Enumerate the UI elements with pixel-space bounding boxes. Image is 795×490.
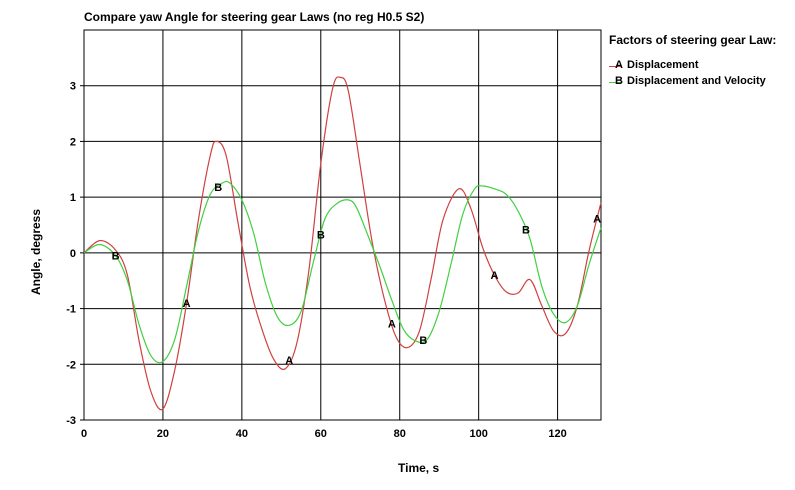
x-tick-label: 20 [157, 428, 169, 440]
legend-label-displacement: Displacement [627, 59, 699, 71]
y-tick-label: -2 [66, 359, 76, 371]
y-tick-label: -3 [66, 415, 76, 427]
legend-marker-displacement-velocity: B [615, 75, 623, 87]
series-line-displacement [83, 76, 602, 411]
x-tick-label: 100 [469, 428, 487, 440]
legend-item-displacement-velocity: B Displacement and Velocity [609, 75, 795, 90]
y-axis-label: Angle, degress [29, 208, 43, 296]
y-tick-label: 1 [70, 192, 76, 204]
legend-marker-displacement: A [615, 59, 623, 71]
x-tick-label: 80 [394, 428, 406, 440]
series-marker-label: A [388, 318, 396, 330]
legend-label-displacement-velocity: Displacement and Velocity [627, 75, 766, 87]
legend-swatch-displacement-velocity [609, 82, 621, 83]
series-marker-label: A [285, 355, 293, 367]
series-marker-label: A [593, 214, 601, 226]
x-axis-label: Time, s [398, 461, 440, 475]
x-tick-label: 60 [315, 428, 327, 440]
x-tick-label: 40 [236, 428, 248, 440]
series-marker-label: A [183, 298, 191, 310]
series-marker-label: B [214, 182, 222, 194]
y-tick-label: 0 [70, 248, 76, 260]
chart-title: Compare yaw Angle for steering gear Laws… [84, 10, 425, 24]
legend-swatch-displacement [609, 66, 621, 67]
series-marker-label: B [419, 335, 427, 347]
series-line-displacement-velocity [83, 180, 602, 364]
series-marker-label: B [522, 225, 530, 237]
plot-frame [83, 29, 602, 421]
y-tick-label: 3 [70, 81, 76, 93]
legend-title: Factors of steering gear Law: [609, 33, 777, 47]
y-tick-label: -1 [66, 304, 76, 316]
legend-item-displacement: A Displacement [609, 59, 795, 74]
y-tick-label: 2 [70, 136, 76, 148]
series-marker-label: B [112, 251, 120, 263]
x-tick-label: 120 [548, 428, 566, 440]
x-tick-label: 0 [81, 428, 87, 440]
series-marker-label: A [490, 270, 498, 282]
series-marker-label: B [317, 229, 325, 241]
